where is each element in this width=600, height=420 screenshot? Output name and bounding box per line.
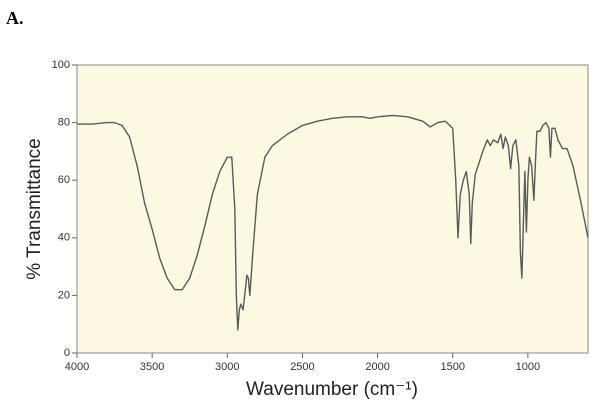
y-tick-label: 20 [58,289,70,301]
plot-area [76,64,589,354]
spectrum-line [77,114,589,331]
x-tick-label: 1500 [440,361,464,373]
y-tick-label: 40 [58,232,70,244]
x-tick-label: 1000 [516,361,540,373]
x-axis-label: Wavenumber (cm⁻¹) [246,379,418,400]
x-tick-label: 2500 [290,361,314,373]
x-tick-label: 3000 [215,361,239,373]
x-tick-label: 2000 [365,361,389,373]
y-tick-label: 80 [58,117,70,129]
x-tick-label: 3500 [140,361,164,373]
y-tick-label: 0 [64,347,70,359]
y-tick-label: 100 [52,59,70,71]
y-tick-label: 60 [58,174,70,186]
panel-label: A. [6,8,24,28]
x-tick-label: 4000 [65,361,89,373]
y-axis-label: % Transmittance [24,138,45,280]
